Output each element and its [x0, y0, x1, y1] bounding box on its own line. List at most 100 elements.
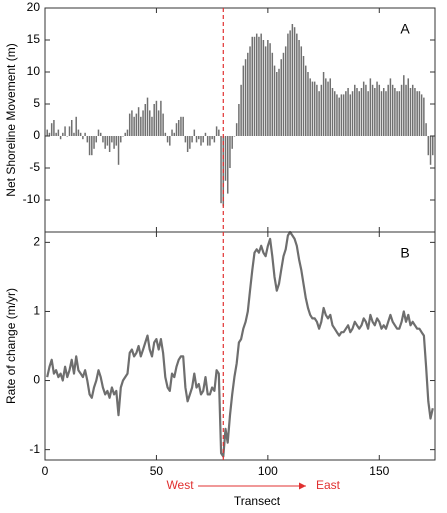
west-label: West — [166, 478, 194, 492]
bar — [423, 97, 425, 136]
bar — [316, 84, 318, 136]
panel-label: B — [400, 245, 409, 261]
bar — [282, 52, 285, 136]
bar — [325, 78, 327, 136]
y-tick-label: -5 — [29, 160, 40, 174]
bar — [318, 91, 320, 136]
bar — [70, 120, 73, 136]
bar — [242, 65, 245, 136]
bar — [365, 84, 367, 136]
bar — [186, 136, 189, 152]
y-tick-label: -10 — [23, 192, 41, 206]
bar — [349, 94, 352, 136]
bar — [148, 110, 151, 136]
bar — [313, 81, 316, 136]
bar — [209, 136, 211, 146]
bar — [50, 123, 53, 136]
bar — [298, 40, 300, 136]
bar — [124, 132, 126, 136]
bar — [166, 136, 169, 143]
bar — [311, 81, 314, 136]
y-tick-label: 1 — [33, 304, 40, 318]
y-tick-label: 10 — [27, 64, 41, 78]
bar — [126, 129, 129, 136]
bar — [340, 94, 343, 136]
bar — [336, 94, 338, 136]
bar — [273, 65, 276, 136]
bar — [331, 88, 334, 136]
bar — [427, 136, 430, 156]
bar — [135, 113, 138, 136]
bar — [195, 136, 198, 143]
bar — [418, 91, 421, 136]
bar — [91, 136, 93, 156]
arrow-head — [299, 482, 306, 490]
bar — [137, 107, 140, 136]
y-tick-label: 0 — [33, 128, 40, 142]
bar — [164, 132, 167, 136]
bar — [358, 91, 360, 136]
bar — [111, 136, 113, 143]
bar — [93, 136, 95, 149]
bar — [155, 100, 158, 136]
bar — [133, 116, 135, 136]
bar — [182, 116, 184, 136]
bar — [173, 132, 176, 136]
bar — [378, 84, 381, 136]
bar — [151, 116, 153, 136]
east-label: East — [316, 478, 341, 492]
bar — [146, 97, 149, 136]
bar — [356, 88, 358, 136]
bar — [73, 132, 75, 136]
bar — [416, 91, 418, 136]
bar — [327, 81, 329, 136]
bar — [429, 136, 432, 165]
bar — [302, 56, 305, 136]
bar — [304, 65, 307, 136]
bar — [287, 33, 289, 136]
bar — [189, 136, 191, 149]
bar — [157, 110, 160, 136]
y-tick-label: 0 — [33, 373, 40, 387]
bar — [113, 136, 115, 149]
x-tick-label: 0 — [42, 464, 49, 478]
bar — [374, 88, 376, 136]
bar — [53, 120, 55, 136]
bar — [432, 136, 434, 156]
bar — [280, 59, 282, 137]
bar — [329, 78, 332, 136]
bar — [153, 104, 155, 136]
bar — [258, 36, 260, 136]
bar — [128, 113, 131, 136]
bar — [362, 81, 365, 136]
bar — [400, 84, 403, 136]
bar — [79, 132, 82, 136]
bar — [115, 136, 118, 146]
bar — [140, 116, 142, 136]
bar — [55, 132, 57, 136]
bar — [213, 136, 216, 143]
y-tick-label: 20 — [27, 0, 41, 14]
bar — [342, 94, 345, 136]
bar — [396, 91, 398, 136]
bar — [296, 33, 298, 136]
bar — [347, 88, 349, 136]
bar — [193, 129, 196, 136]
bar — [409, 88, 412, 136]
bar — [269, 43, 271, 137]
bar — [211, 136, 213, 140]
bar — [215, 126, 218, 136]
bar — [206, 136, 209, 146]
bar — [351, 91, 354, 136]
bar — [360, 88, 363, 136]
bar — [333, 91, 336, 136]
bar — [411, 84, 414, 136]
bar — [271, 52, 274, 136]
bar — [382, 88, 385, 136]
bar — [218, 129, 220, 136]
bar — [322, 72, 325, 136]
bar — [278, 68, 280, 136]
bar — [144, 104, 147, 136]
bar — [240, 84, 242, 136]
